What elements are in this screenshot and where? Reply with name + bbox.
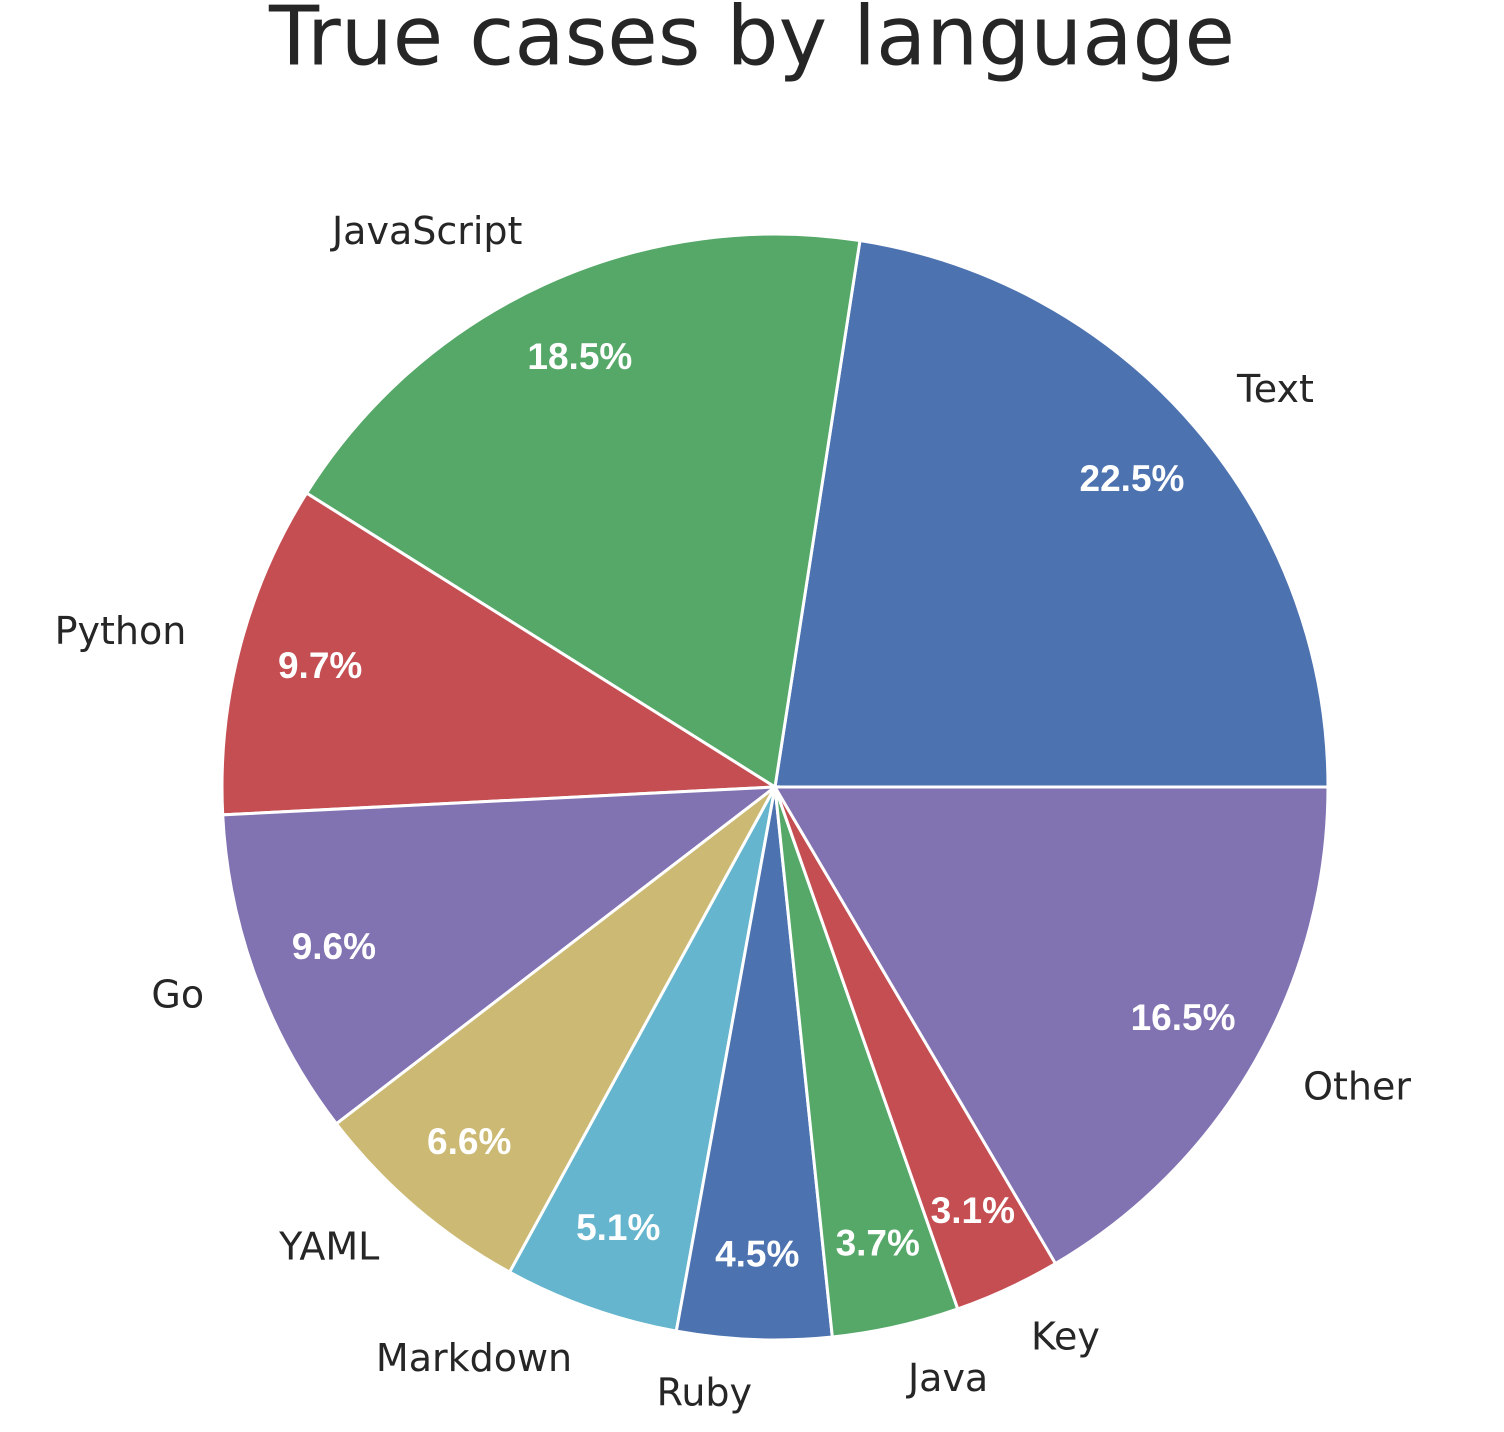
- slice-label: Python: [55, 609, 187, 653]
- slice-label: Key: [1031, 1314, 1100, 1358]
- pie-slice: [507, 786, 777, 1333]
- slice-label: Ruby: [657, 1370, 752, 1414]
- value-label: 9.7%: [278, 645, 362, 686]
- slice-label: Text: [1236, 367, 1314, 411]
- slice-label: JavaScript: [330, 209, 522, 253]
- value-label: 6.6%: [427, 1121, 511, 1162]
- pie-slice: [304, 232, 862, 790]
- value-label: 18.5%: [527, 336, 632, 377]
- slice-label: Java: [906, 1356, 988, 1400]
- value-label: 16.5%: [1131, 997, 1236, 1038]
- pie-slice: [334, 785, 777, 1275]
- value-label: 3.1%: [931, 1190, 1015, 1231]
- pie-slice: [221, 785, 780, 1126]
- value-label: 4.5%: [715, 1233, 799, 1274]
- pie-slice: [772, 785, 1330, 1266]
- pie-slice: [220, 491, 780, 817]
- slice-label: Other: [1303, 1064, 1411, 1108]
- value-label: 9.6%: [292, 926, 376, 967]
- slice-label: Go: [151, 973, 204, 1017]
- slice-label: Markdown: [376, 1336, 572, 1380]
- value-label: 22.5%: [1080, 458, 1185, 499]
- value-label: 3.7%: [836, 1222, 920, 1263]
- chart-title: True cases by language: [268, 0, 1235, 84]
- pie-slice: [773, 238, 1330, 789]
- slice-label: YAML: [278, 1224, 379, 1268]
- value-label: 5.1%: [576, 1207, 660, 1248]
